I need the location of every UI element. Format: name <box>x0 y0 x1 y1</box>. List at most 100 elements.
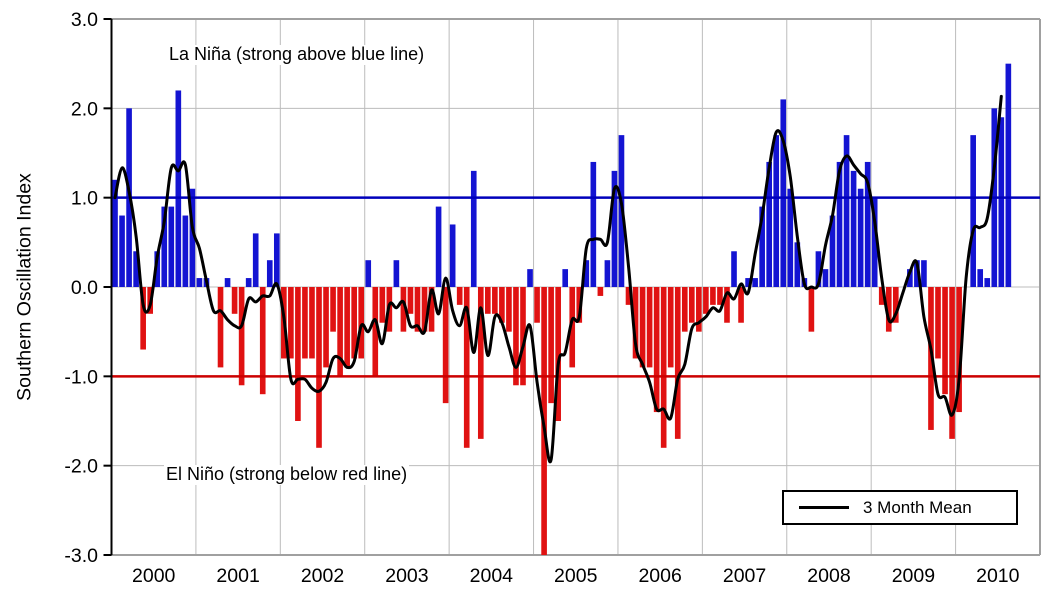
soi-bar-negative <box>555 287 561 421</box>
soi-bar-positive <box>984 278 991 287</box>
soi-bar-negative <box>597 287 604 296</box>
soi-bar-positive <box>168 206 175 287</box>
x-tick-label: 2005 <box>554 565 598 587</box>
soi-bar-negative <box>456 287 463 305</box>
soi-bar-positive <box>590 161 597 287</box>
la-nina-annotation: La Niña (strong above blue line) <box>167 44 427 65</box>
soi-bar-negative <box>808 287 815 332</box>
soi-bar-positive <box>745 278 751 287</box>
soi-bar-positive <box>435 206 442 287</box>
soi-bar-positive <box>914 260 920 287</box>
soi-bar-negative <box>463 287 470 448</box>
soi-bar-positive <box>864 161 871 287</box>
soi-bar-positive <box>836 161 843 287</box>
soi-bar-positive <box>731 251 737 287</box>
x-tick-label: 2004 <box>470 565 514 587</box>
x-tick-label: 2000 <box>132 565 176 587</box>
el-nino-annotation: El Niño (strong below red line) <box>164 464 410 485</box>
x-tick-label: 2009 <box>892 565 935 587</box>
soi-bar-positive <box>266 260 273 287</box>
soi-bar-negative <box>316 287 322 448</box>
soi-bar-negative <box>576 287 583 323</box>
soi-bar-negative <box>667 287 674 368</box>
soi-bar-negative <box>140 287 146 350</box>
soi-bar-negative <box>309 287 315 359</box>
y-tick-label: -3.0 <box>64 545 98 567</box>
soi-bar-negative <box>442 287 449 404</box>
x-tick-label: 2001 <box>216 565 259 587</box>
soi-bar-negative <box>892 287 899 323</box>
soi-bar-negative <box>344 287 350 368</box>
soi-bar-positive <box>604 260 611 287</box>
soi-bar-negative <box>660 287 667 448</box>
soi-bar-negative <box>724 287 730 323</box>
x-tick-label: 2010 <box>976 565 1020 587</box>
soi-bar-negative <box>878 287 885 305</box>
y-tick-label: -2.0 <box>64 456 98 478</box>
soi-bar-positive <box>365 260 372 287</box>
soi-bar-negative <box>379 287 386 323</box>
soi-bar-negative <box>288 287 294 359</box>
y-tick-label: 1.0 <box>71 188 98 210</box>
soi-bar-negative <box>956 287 962 413</box>
soi-bar-positive <box>562 269 569 287</box>
x-tick-label: 2002 <box>301 565 344 587</box>
soi-bar-positive <box>196 278 203 287</box>
soi-bar-negative <box>400 287 407 332</box>
soi-bar-negative <box>330 287 336 332</box>
legend: 3 Month Mean <box>782 490 1018 525</box>
soi-bar-positive <box>470 170 477 287</box>
legend-label: 3 Month Mean <box>863 497 972 517</box>
soi-bar-negative <box>295 287 301 421</box>
three-month-mean-line <box>113 94 1003 464</box>
soi-bar-negative <box>407 287 414 314</box>
soi-bar-positive <box>977 269 984 287</box>
soi-bar-negative <box>632 287 639 359</box>
soi-bar-positive <box>112 179 118 287</box>
y-tick-label: 3.0 <box>71 9 98 31</box>
soi-bar-positive <box>815 251 822 287</box>
soi-bar-positive <box>119 215 125 287</box>
soi-bar-positive <box>998 117 1005 288</box>
soi-bar-negative <box>534 287 540 323</box>
soi-bar-negative <box>492 287 498 314</box>
soi-bar-positive <box>252 233 259 287</box>
soi-bar-negative <box>681 287 688 332</box>
soi-bar-negative <box>238 287 245 386</box>
soi-bar-positive <box>752 278 758 287</box>
soi-bar-positive <box>154 251 161 287</box>
soi-bar-positive <box>527 269 533 287</box>
soi-bar-positive <box>189 188 196 287</box>
soi-bar-negative <box>717 287 723 305</box>
soi-bar-positive <box>583 260 590 287</box>
soi-bar-negative <box>477 287 484 439</box>
soi-bar-positive <box>850 170 857 287</box>
soi-bar-negative <box>217 287 224 368</box>
soi-bar-negative <box>428 287 435 332</box>
soi-bar-negative <box>485 287 491 314</box>
soi-bar-negative <box>639 287 646 368</box>
y-tick-label: -1.0 <box>64 366 98 388</box>
soi-bar-positive <box>766 161 773 287</box>
soi-bar-positive <box>871 197 878 287</box>
soi-bar-negative <box>703 287 709 314</box>
soi-bar-negative <box>506 287 512 332</box>
soi-bar-positive <box>970 135 976 287</box>
soi-bar-positive <box>907 269 913 287</box>
soi-bar-negative <box>337 287 343 377</box>
soi-bar-positive <box>182 215 189 287</box>
soi-bar-negative <box>414 287 421 332</box>
x-tick-label: 2008 <box>807 565 850 587</box>
soi-bar-positive <box>449 224 456 287</box>
soi-bar-negative <box>569 287 576 368</box>
soi-bar-negative <box>323 287 329 368</box>
soi-bar-negative <box>738 287 744 323</box>
x-tick-label: 2006 <box>638 565 681 587</box>
soi-bar-positive <box>822 269 829 287</box>
soi-bar-negative <box>513 287 519 386</box>
soi-bar-positive <box>780 99 787 288</box>
soi-bar-positive <box>175 90 182 287</box>
soi-bar-positive <box>759 206 765 287</box>
